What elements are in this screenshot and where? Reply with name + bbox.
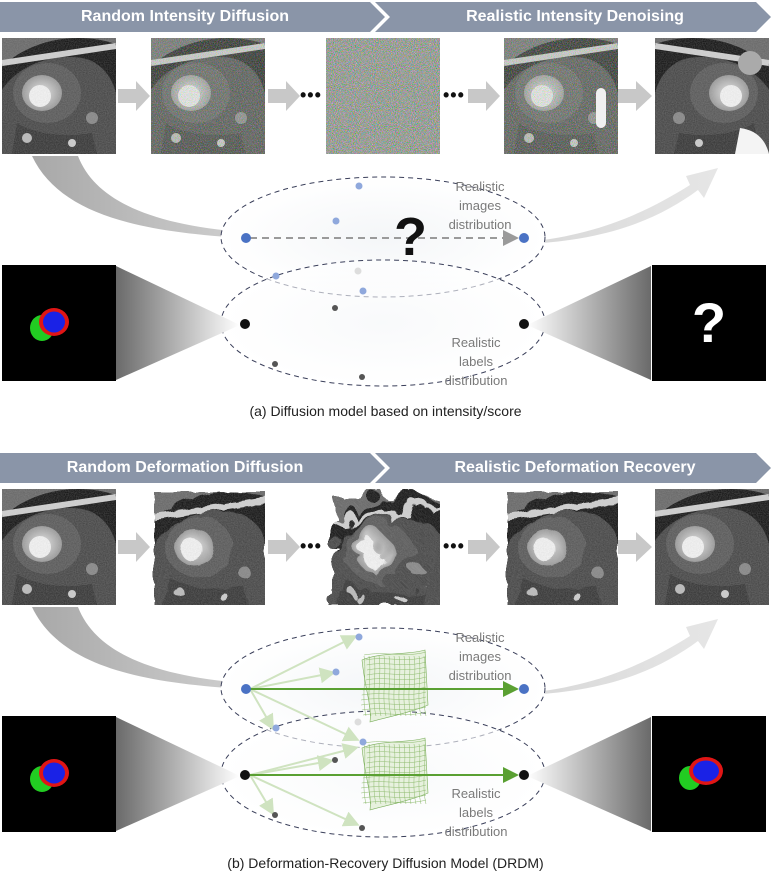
caption-b: (b) Deformation-Recovery Diffusion Model… xyxy=(227,855,544,871)
curve-arrow-right-b xyxy=(526,619,718,695)
cone-left xyxy=(116,266,240,380)
panel-a-diagram xyxy=(32,81,718,387)
mask-recovered xyxy=(652,716,766,832)
images-distribution-label-a: Realistic images distribution xyxy=(448,179,512,232)
step-arrows-b xyxy=(118,532,652,562)
mask-original-b xyxy=(2,716,116,832)
mri-pure-noise-image xyxy=(326,38,440,154)
question-mark-unknown-path: ? xyxy=(394,207,427,267)
mri-denoising-image xyxy=(504,38,618,154)
curve-arrow-left xyxy=(32,156,244,238)
ellipsis-b2: ••• xyxy=(443,536,465,556)
mri-generated-image xyxy=(655,38,769,154)
ellipsis-a2: ••• xyxy=(443,85,465,105)
ellipsis-a1: ••• xyxy=(300,85,322,105)
cone-left-b xyxy=(116,717,240,831)
banner-left-label-b: Random Deformation Diffusion xyxy=(66,459,304,476)
images-distribution-label-b: Realistic images distribution xyxy=(448,630,512,683)
banner-left-label: Random Intensity Diffusion xyxy=(81,8,289,25)
deformation-fan-labels xyxy=(249,743,360,827)
caption-a: (a) Diffusion model based on intensity/s… xyxy=(249,403,522,419)
labels-distribution-label-a: Realistic labels distribution xyxy=(444,335,508,388)
labels-distribution-label-b: Realistic labels distribution xyxy=(444,786,508,839)
banner-right-label: Realistic Intensity Denoising xyxy=(466,8,684,25)
curve-arrow-left-b xyxy=(32,607,244,689)
ellipsis-b1: ••• xyxy=(300,536,322,556)
banner-arrows-b xyxy=(0,453,771,483)
mri-noisy-image xyxy=(151,38,265,154)
curve-arrow-right xyxy=(526,168,718,244)
banner-right-label-b: Realistic Deformation Recovery xyxy=(454,459,696,476)
banner-arrows xyxy=(0,2,771,32)
cone-right xyxy=(527,266,651,380)
question-mark-mask: ? xyxy=(691,291,727,354)
mri-heavily-deformed-image xyxy=(326,489,440,605)
banner-random-intensity-diffusion: Random Intensity Diffusion Realistic Int… xyxy=(0,2,771,32)
cone-right-b xyxy=(527,717,651,831)
step-arrows xyxy=(118,81,652,111)
banner-random-deformation-diffusion: Random Deformation Diffusion Realistic D… xyxy=(0,453,771,483)
deformation-fan-images xyxy=(249,635,360,742)
mask-unknown: ? xyxy=(652,265,766,381)
